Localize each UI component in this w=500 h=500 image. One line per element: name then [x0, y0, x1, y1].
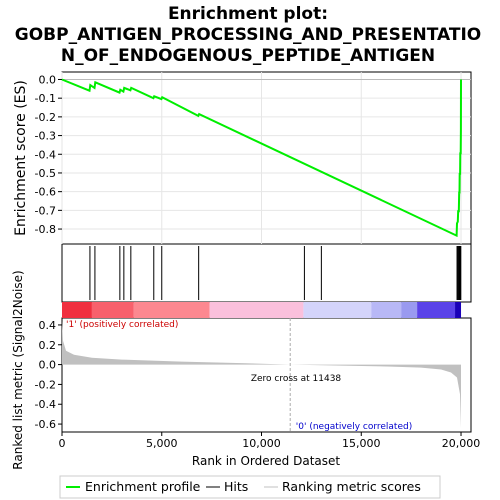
- enrichment-profile-line: [61, 78, 462, 238]
- heat-bar-segment: [91, 302, 134, 318]
- es-panel: [61, 71, 472, 245]
- es-tick-label: -0.8: [35, 223, 56, 236]
- legend-box: [59, 475, 441, 499]
- heat-bar-segment: [455, 302, 462, 318]
- zero-cross-label: Zero cross at 11438: [251, 374, 342, 384]
- es-tick-label: -0.1: [35, 92, 56, 105]
- es-grid: [61, 72, 471, 244]
- heat-bar-segment: [133, 302, 210, 318]
- x-tick-label: 0: [59, 437, 66, 450]
- hits-panel: [61, 243, 472, 303]
- x-tick-label: 20,000: [442, 437, 481, 450]
- legend-ranking-label: Ranking metric scores: [282, 479, 421, 494]
- es-tick-label: -0.6: [35, 186, 56, 199]
- heat-bar-segment: [417, 302, 456, 318]
- es-tick-label: -0.5: [35, 167, 56, 180]
- chart-title-line-2: GOBP_ANTIGEN_PROCESSING_AND_PRESENTATIO: [15, 25, 481, 45]
- heat-bar-segment: [401, 302, 418, 318]
- x-axis-label: Rank in Ordered Dataset: [192, 454, 340, 468]
- x-axis-ticks: 0 5,000 10,000 15,000 20,000: [59, 432, 481, 450]
- x-tick-label: 15,000: [342, 437, 381, 450]
- metric-tick-label: 0.2: [39, 339, 57, 352]
- metric-y-axis-label: Ranked list metric (Signal2Noise): [11, 270, 25, 469]
- es-y-axis-label: Enrichment score (ES): [13, 80, 29, 236]
- heat-bar-segment: [303, 302, 372, 318]
- metric-tick-label: 0.0: [39, 359, 57, 372]
- metric-tick-label: -0.6: [35, 418, 56, 431]
- x-tick-label: 5,000: [146, 437, 178, 450]
- chart-title-line-3: N_OF_ENDOGENOUS_PEPTIDE_ANTIGEN: [61, 46, 435, 66]
- metric-tick-label: 0.4: [39, 319, 57, 332]
- x-tick-label: 10,000: [242, 437, 281, 450]
- es-tick-label: -0.3: [35, 130, 56, 143]
- es-y-ticks: 0.0 -0.1 -0.2 -0.3 -0.4 -0.5 -0.6 -0.7 -0.8: [35, 73, 62, 236]
- negative-correlation-label: '0' (negatively correlated): [296, 422, 412, 432]
- es-tick-label: -0.4: [35, 148, 56, 161]
- positive-correlation-label: '1' (positively correlated): [66, 320, 178, 330]
- chart-title-line-1: Enrichment plot:: [168, 4, 328, 24]
- heat-bar-segment: [371, 302, 402, 318]
- legend-hits-label: Hits: [224, 479, 248, 494]
- metric-tick-label: -0.2: [35, 378, 56, 391]
- heat-bar-segment: [209, 302, 304, 318]
- heat-bar-segment: [62, 302, 92, 318]
- metric-tick-label: -0.4: [35, 398, 56, 411]
- es-tick-label: -0.2: [35, 111, 56, 124]
- ranking-color-bar: [62, 302, 462, 318]
- hit-marks: [89, 246, 462, 300]
- metric-y-ticks: 0.4 0.2 0.0 -0.2 -0.4 -0.6: [35, 319, 62, 431]
- legend-enrichment-label: Enrichment profile: [85, 479, 201, 494]
- es-tick-label: -0.7: [35, 204, 56, 217]
- es-tick-label: 0.0: [39, 73, 57, 86]
